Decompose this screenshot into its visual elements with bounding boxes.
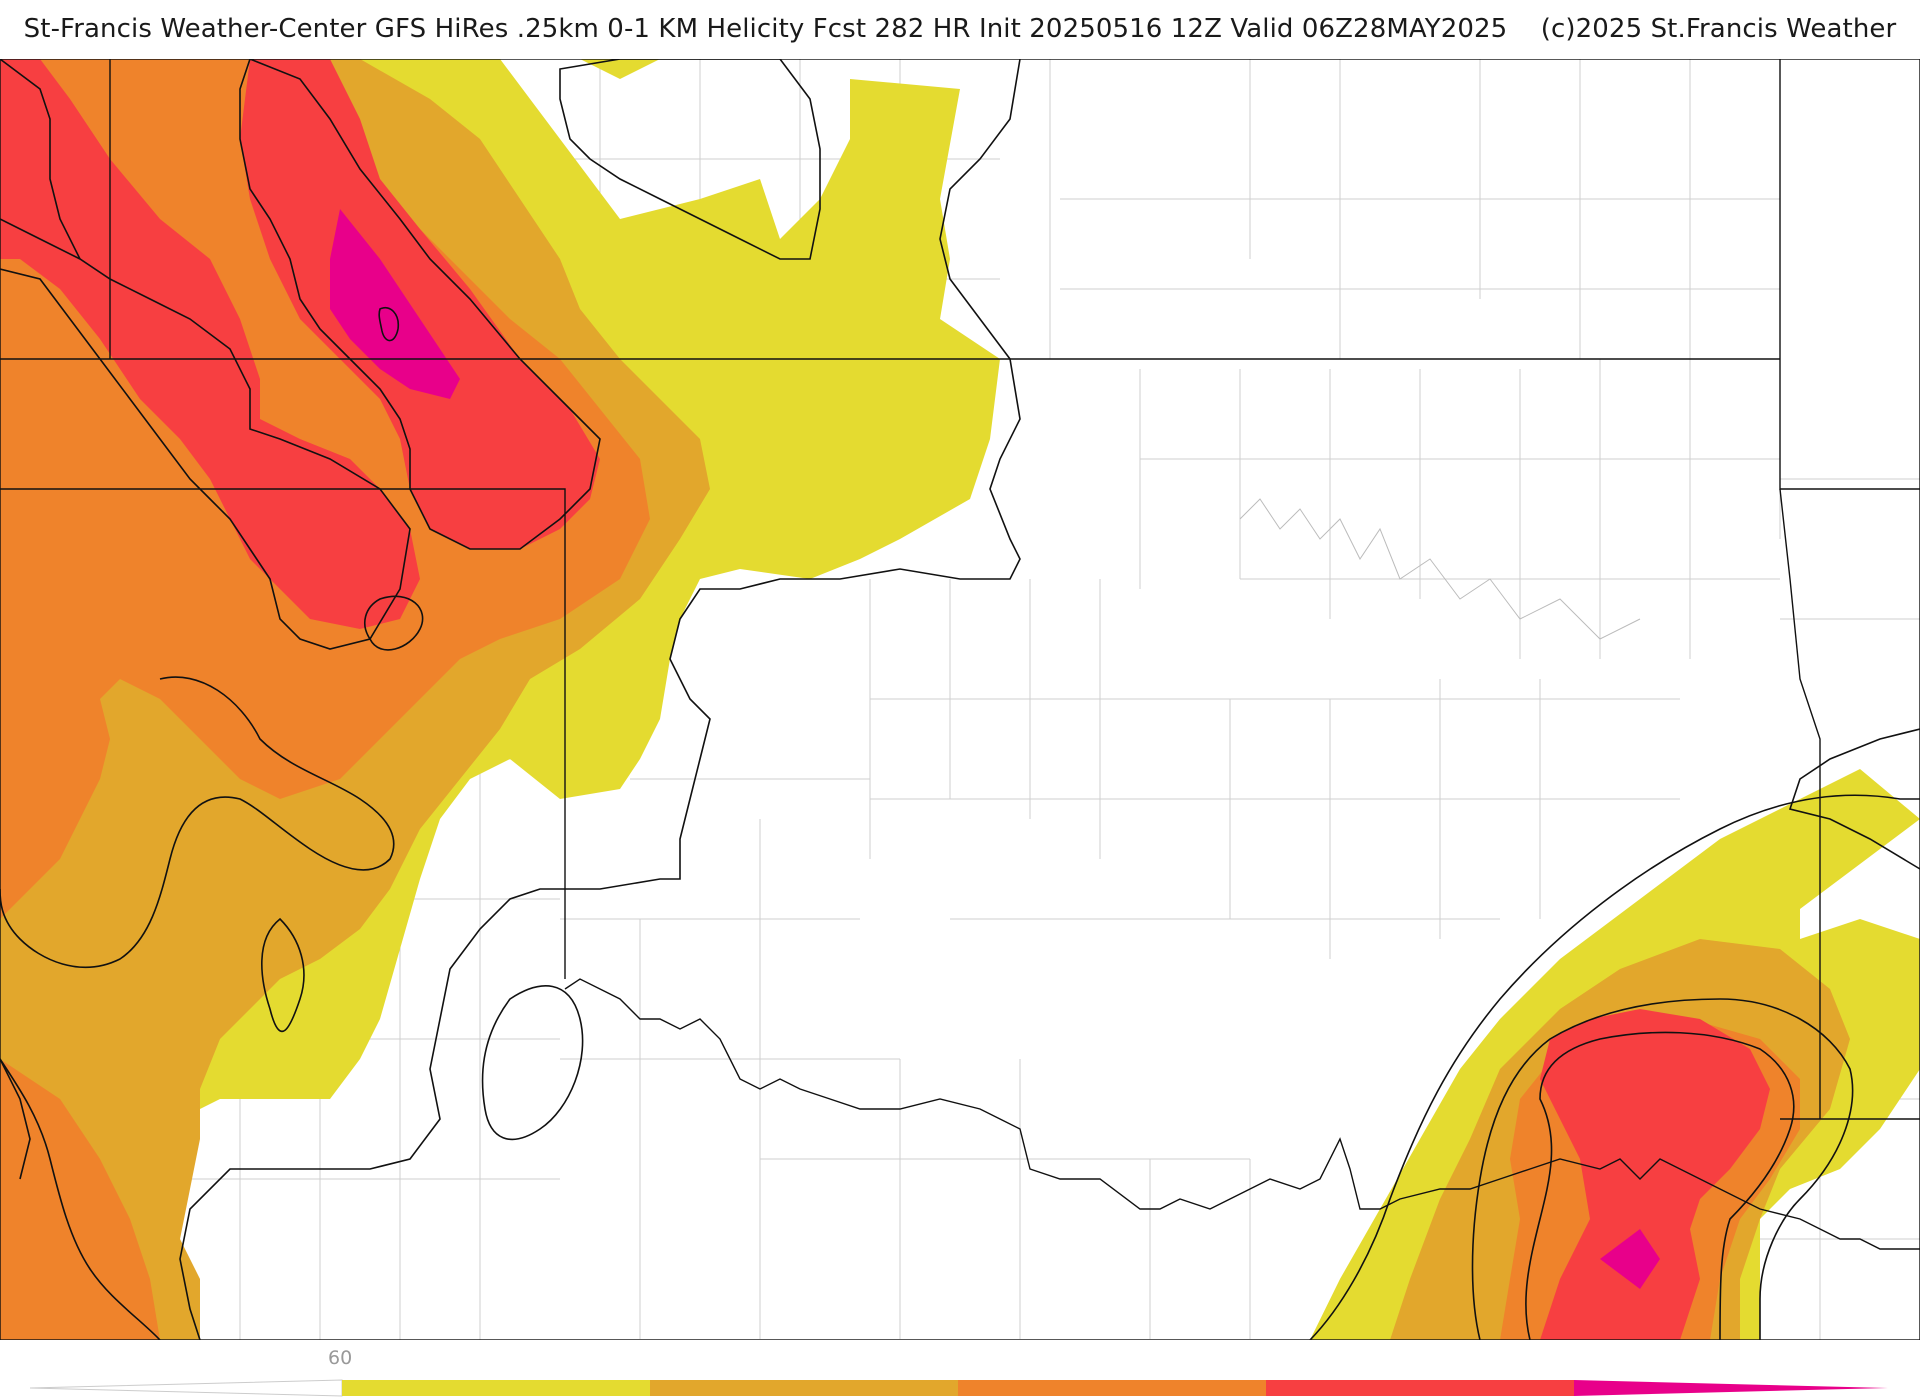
colorbar-under-triangle (30, 1380, 342, 1396)
colorbar-over-triangle (1574, 1380, 1888, 1396)
colorbar: 60 (0, 1340, 1920, 1400)
colorbar-segment-4 (1266, 1380, 1574, 1396)
helicity-map (0, 59, 1920, 1340)
colorbar-segment-3 (958, 1380, 1266, 1396)
title-text: St-Francis Weather-Center GFS HiRes .25k… (24, 14, 1508, 44)
map-title: St-Francis Weather-Center GFS HiRes .25k… (0, 14, 1920, 54)
colorbar-segment-2 (650, 1380, 958, 1396)
copyright-text: (c)2025 St.Francis Weather (1541, 14, 1897, 44)
colorbar-tick-label: 60 (328, 1347, 352, 1369)
colorbar-segment-1 (342, 1380, 650, 1396)
